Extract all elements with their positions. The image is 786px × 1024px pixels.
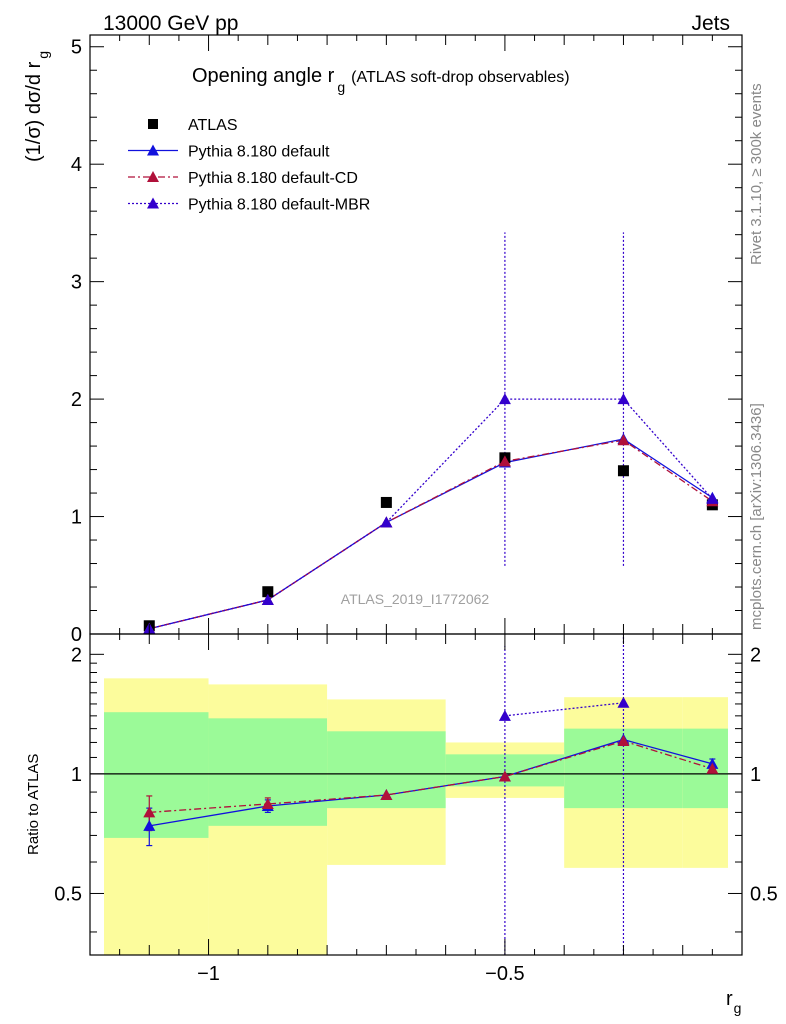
ratio-plot: Ratio to ATLAS rg 0.5 0.5 1 1 2 2 −1 −0.5	[25, 633, 778, 1016]
data-point-atlas	[262, 586, 274, 598]
main-title-suffix: (ATLAS soft-drop observables)	[351, 69, 569, 86]
rivet-label: Rivet 3.1.10, ≥ 300k events	[748, 83, 765, 265]
uncertainty-band-inner	[104, 712, 209, 838]
mc-point-2	[617, 434, 630, 446]
main-title: Opening angle r g (ATLAS soft-drop observa…	[192, 65, 570, 95]
ratio-x-tick-label: −1	[197, 963, 220, 985]
main-ylabel-subscript: g	[35, 51, 51, 59]
uncertainty-band-inner	[682, 728, 728, 809]
legend-label: Pythia 8.180 default	[188, 144, 330, 161]
main-y-tick-label: 4	[71, 154, 82, 176]
legend-label: Pythia 8.180 default-CD	[188, 170, 358, 187]
ratio-y-tick-label-right: 1	[750, 764, 761, 786]
ratio-point-1	[143, 806, 156, 818]
main-y-tick-label: 1	[71, 507, 82, 529]
ratio-point-1	[380, 788, 393, 800]
ratio-x-tick-label: −0.5	[485, 963, 524, 985]
main-ylabel-text: (1/σ) dσ/d r	[23, 61, 45, 162]
legend-label: ATLAS	[188, 117, 238, 134]
ratio-y-tick-label-left: 1	[71, 764, 82, 786]
main-title-subscript: g	[337, 79, 345, 95]
legend: ATLAS Pythia 8.180 default Pythia 8.180 de…	[128, 117, 370, 214]
ratio-point-0	[143, 819, 156, 831]
source-label: mcplots.cern.ch [arXiv:1306.3436]	[748, 403, 765, 630]
mc-point-3	[706, 492, 719, 504]
ratio-point-1	[261, 797, 274, 809]
ratio-xlabel: rg	[726, 988, 741, 1016]
ratio-point-2	[617, 696, 630, 708]
ratio-ylabel: Ratio to ATLAS	[25, 754, 42, 855]
energy-label: 13000 GeV pp	[103, 12, 238, 35]
category-label: Jets	[691, 12, 730, 35]
main-y-tick-label: 5	[71, 37, 82, 59]
data-point-atlas	[617, 465, 629, 477]
main-y-tick-label: 3	[71, 272, 82, 294]
main-series-line-3	[149, 398, 713, 630]
ratio-xlabel-text: r	[726, 988, 733, 1010]
legend-marker-atlas	[148, 119, 158, 129]
ratio-point-1	[617, 735, 630, 747]
ratio-series-line-1	[149, 740, 713, 814]
ratio-point-1	[498, 770, 511, 782]
legend-marker-3	[147, 197, 159, 209]
mc-point-3	[380, 516, 393, 528]
watermark: ATLAS_2019_I1772062	[341, 591, 490, 607]
ratio-y-tick-label-left: 2	[71, 644, 82, 666]
main-ylabel: (1/σ) dσ/d r g	[23, 51, 51, 162]
main-y-tick-label: 0	[71, 624, 82, 646]
main-y-tick-label: 2	[71, 389, 82, 411]
data-point-atlas	[380, 496, 392, 508]
ratio-xlabel-subscript: g	[734, 1000, 742, 1016]
ratio-series-line-0	[149, 738, 713, 827]
ratio-point-1	[706, 762, 719, 774]
main-plot: Opening angle r g(ATLAS soft-drop observa…	[23, 34, 743, 646]
legend-marker-2	[147, 171, 159, 182]
mc-point-3	[617, 393, 630, 405]
mc-point-2	[498, 455, 511, 467]
ratio-y-tick-label-left: 0.5	[54, 883, 82, 905]
mc-point-3	[498, 393, 511, 405]
ratio-point-2	[498, 709, 511, 721]
legend-label: Pythia 8.180 default-MBR	[188, 197, 370, 214]
main-title-text: Opening angle r	[192, 65, 335, 87]
ratio-y-tick-label-right: 0.5	[750, 883, 778, 905]
legend-marker-1	[147, 144, 159, 156]
ratio-y-tick-label-right: 2	[750, 644, 761, 666]
mc-point-3	[261, 593, 274, 605]
